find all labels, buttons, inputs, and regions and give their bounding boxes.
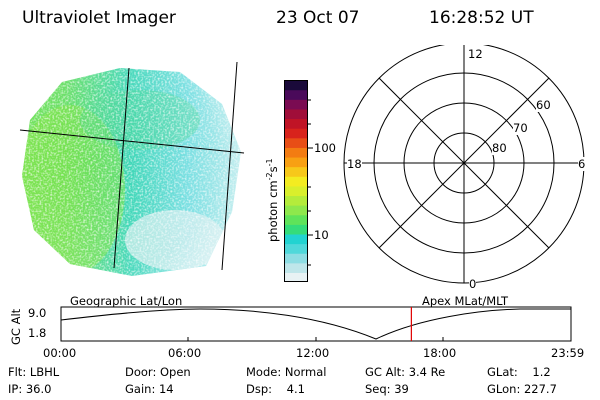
color-bar-segment xyxy=(285,137,307,148)
color-bar-segment xyxy=(285,176,307,187)
altitude-xtick-0600: 06:00 xyxy=(168,346,202,360)
color-bar-segment xyxy=(285,108,307,120)
mlt-label-18: 18 xyxy=(347,157,362,171)
colorbar-tick-100: 100 xyxy=(314,141,336,155)
altitude-xtick-1800: 18:00 xyxy=(423,346,457,360)
color-bar-segment xyxy=(285,243,307,254)
glon-info: GLon: 227.7 xyxy=(487,382,557,396)
color-bar-segment xyxy=(285,262,307,273)
mlt-label-12: 12 xyxy=(468,47,483,61)
color-bar-ticks xyxy=(308,99,313,266)
altitude-curve xyxy=(60,308,571,340)
mlat-label-80: 80 xyxy=(492,141,507,155)
color-bar-segment xyxy=(285,166,307,177)
color-bar-segment xyxy=(285,195,307,206)
mlt-label-6: 6 xyxy=(578,157,586,171)
altitude-xtick-2359: 23:59 xyxy=(551,346,585,360)
color-bar-segment xyxy=(285,156,307,168)
observation-date: 23 Oct 07 xyxy=(276,8,360,28)
observation-time: 16:28:52 UT xyxy=(429,8,534,28)
color-bar-segment xyxy=(285,99,307,110)
globe-image xyxy=(22,68,241,276)
geographic-grid-lines xyxy=(19,61,245,271)
colorbar-tick-10: 10 xyxy=(314,228,329,242)
color-bar-segment xyxy=(285,80,307,91)
ip-info: IP: 36.0 xyxy=(8,382,52,396)
mlat-label-70: 70 xyxy=(513,121,528,135)
altitude-ytick-1-8: 1.8 xyxy=(28,326,47,340)
color-bar-segment xyxy=(285,224,307,235)
mlt-label-0: 0 xyxy=(469,277,477,291)
color-bar-segment xyxy=(285,89,307,100)
color-bar-segment xyxy=(285,205,307,216)
mlat-label-60: 60 xyxy=(536,98,551,112)
color-bar-segment xyxy=(285,253,307,264)
left-caption: Geographic Lat/Lon xyxy=(70,294,183,308)
right-caption: Apex MLat/MLT xyxy=(422,294,509,308)
color-bar-segment xyxy=(285,147,307,158)
door-info: Door: Open xyxy=(125,365,191,379)
altitude-xtick-0000: 00:00 xyxy=(43,346,77,360)
color-bar-segment xyxy=(285,233,307,245)
color-bar-frame xyxy=(284,80,308,282)
instrument-title: Ultraviolet Imager xyxy=(22,8,176,28)
filter-info: Flt: LBHL xyxy=(8,365,60,379)
gain-info: Gain: 14 xyxy=(125,382,174,396)
seq-info: Seq: 39 xyxy=(365,382,409,396)
color-bar-segment xyxy=(285,185,307,197)
gc-alt-info: GC Alt: 3.4 Re xyxy=(365,365,446,379)
dsp-info: Dsp: 4.1 xyxy=(246,382,305,396)
color-bar-segment xyxy=(285,128,307,139)
color-bar-segment xyxy=(285,214,307,225)
altitude-xtick-1200: 12:00 xyxy=(296,346,330,360)
color-bar-segment xyxy=(285,272,307,282)
color-bar xyxy=(284,80,308,282)
altitude-ytick-9: 9.0 xyxy=(28,306,47,320)
color-bar-segment xyxy=(285,118,307,129)
mode-info: Mode: Normal xyxy=(246,365,327,379)
glat-info: GLat: 1.2 xyxy=(487,365,551,379)
